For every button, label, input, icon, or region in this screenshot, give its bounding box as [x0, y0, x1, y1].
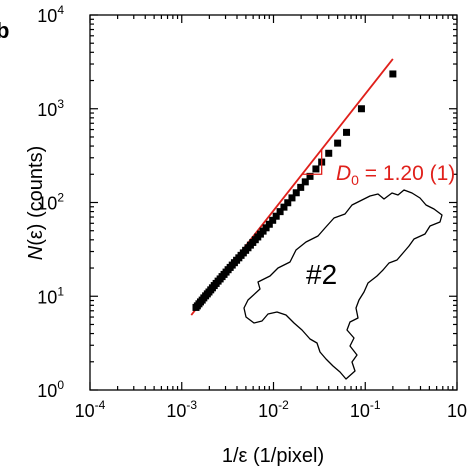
data-point: [325, 149, 333, 157]
y-tick-exponent: 0: [57, 378, 64, 392]
y-tick-exponent: 2: [57, 191, 64, 205]
y-tick-label: 104: [37, 3, 64, 26]
y-tick-exponent: 4: [57, 3, 64, 17]
dimension-annotation: D0 = 1.20 (1): [336, 162, 455, 188]
y-axis-title: N(ε) (counts): [25, 146, 47, 261]
annotation-subscript: 0: [351, 172, 359, 188]
x-tick-label: 10-3: [166, 398, 197, 421]
x-tick-labels: 10-4 10-3 10-2 10-1 10: [75, 398, 467, 421]
y-tick-base: 10: [37, 381, 57, 401]
x-tick-base: 10: [350, 401, 370, 421]
x-tick-exponent: -2: [278, 398, 289, 412]
y-tick-exponent: 1: [57, 284, 64, 298]
y-tick-base: 10: [37, 287, 57, 307]
y-tick-exponent: 3: [57, 97, 64, 111]
x-tick-label: 10-1: [350, 398, 381, 421]
data-point: [280, 203, 288, 211]
y-tick-base: 10: [37, 6, 57, 26]
y-axis-title-rest: (ε) (counts): [25, 146, 47, 246]
y-tick-base: 10: [37, 194, 57, 214]
y-tick-label: 100: [37, 378, 64, 401]
data-point: [357, 105, 365, 113]
data-point: [284, 199, 292, 207]
y-tick-base: 10: [37, 100, 57, 120]
plot-frame: [89, 14, 458, 391]
data-point: [269, 216, 277, 224]
data-point: [262, 224, 270, 232]
data-point: [306, 172, 314, 180]
data-point: [343, 128, 351, 136]
inset-region-outline: #2: [243, 189, 443, 380]
data-point: [276, 208, 284, 216]
data-point: [272, 212, 280, 220]
y-tick-label: 103: [37, 97, 64, 120]
data-point: [297, 183, 305, 191]
x-tick-base: 10: [166, 401, 186, 421]
data-point: [292, 189, 300, 197]
x-tick-exponent: -1: [370, 398, 381, 412]
x-tick-base: 10: [75, 401, 95, 421]
x-tick-exponent: -4: [95, 398, 106, 412]
data-point: [301, 178, 309, 186]
x-tick-base: 10: [447, 401, 467, 421]
data-point: [288, 194, 296, 202]
data-point: [389, 70, 397, 78]
panel-label: b: [0, 18, 9, 43]
x-tick-exponent: -3: [186, 398, 197, 412]
data-markers: [192, 70, 397, 311]
axis-ticks: [89, 14, 458, 391]
x-axis-title: 1/ε (1/pixel): [222, 445, 324, 467]
data-point: [265, 220, 273, 228]
x-tick-label: 10: [447, 401, 467, 421]
annotation-symbol: D: [336, 162, 351, 185]
data-point: [312, 165, 320, 173]
annotation-value: = 1.20 (1): [359, 162, 455, 185]
y-tick-label: 101: [37, 284, 64, 307]
data-point: [334, 139, 342, 147]
x-tick-label: 10-2: [258, 398, 289, 421]
x-tick-base: 10: [258, 401, 278, 421]
y-tick-label: 102: [37, 191, 64, 214]
slope-triangle: [302, 149, 323, 175]
x-tick-label: 10-4: [75, 398, 106, 421]
inset-label: #2: [306, 259, 337, 290]
y-axis-title-symbol: N: [25, 245, 47, 260]
